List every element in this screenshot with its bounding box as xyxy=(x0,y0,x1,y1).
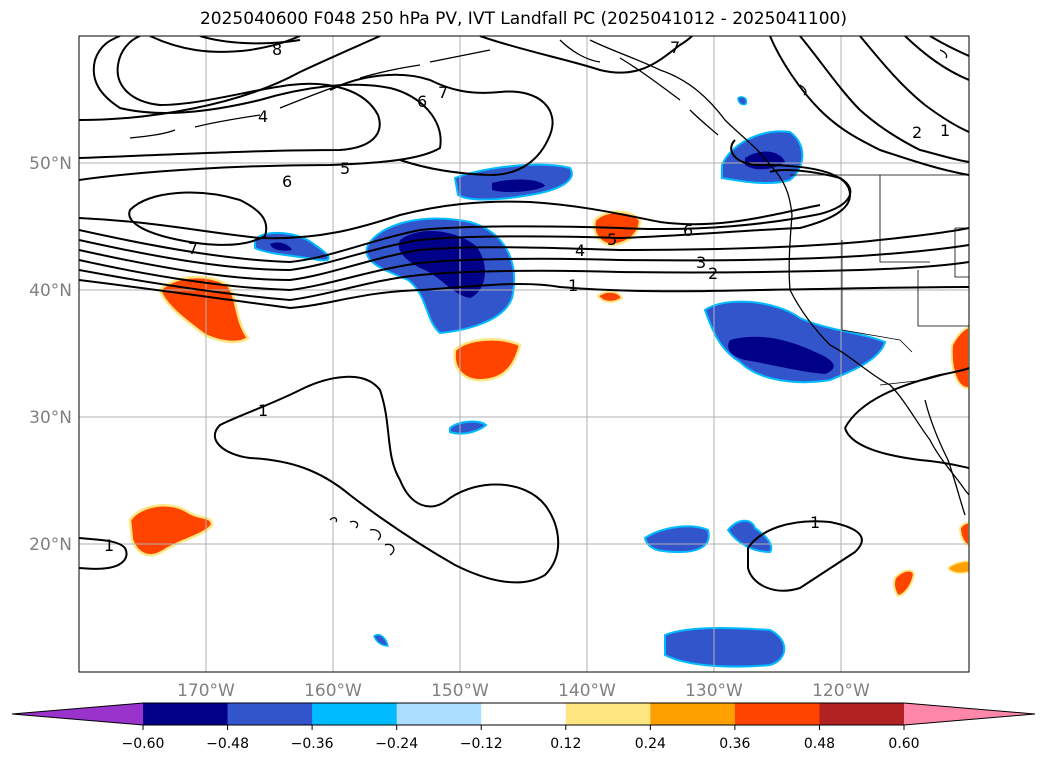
colorbar-segment xyxy=(650,703,736,725)
colorbar-segment xyxy=(227,703,313,725)
positive-anomaly-region xyxy=(453,338,522,382)
negative-anomaly-region xyxy=(643,525,710,554)
negative-anomaly-region xyxy=(737,96,748,106)
positive-anomaly-region xyxy=(893,569,916,598)
lat-label: 30°N xyxy=(29,408,72,428)
colorbar-segment xyxy=(734,703,820,725)
positive-anomaly-region xyxy=(947,560,969,574)
colorbar-segment xyxy=(819,703,905,725)
contour-label: 7 xyxy=(438,83,448,102)
hawaii-islands xyxy=(329,517,395,556)
lon-label: 120°W xyxy=(812,681,870,701)
colorbar-segment xyxy=(396,703,482,725)
colorbar-tick-label: −0.36 xyxy=(291,736,334,752)
pv-contours xyxy=(79,36,969,592)
coastlines xyxy=(129,39,969,556)
contour-label: 6 xyxy=(282,172,292,191)
contour-label: 1 xyxy=(810,513,820,532)
lat-label: 40°N xyxy=(29,281,72,301)
colorbar-segment xyxy=(143,703,229,725)
negative-anomaly-region xyxy=(664,626,786,668)
north-america-coast xyxy=(589,39,969,496)
colorbar-segment xyxy=(312,703,398,725)
contour-label: 1 xyxy=(104,536,114,555)
graticule xyxy=(79,36,969,672)
aleutian-islands xyxy=(129,49,491,139)
colorbar-tick-label: −0.24 xyxy=(375,736,418,752)
negative-anomaly-region xyxy=(703,300,887,384)
map-frame xyxy=(78,35,970,673)
contour-label: 1 xyxy=(258,401,268,420)
colorbar-segment xyxy=(481,703,567,725)
colorbar-tick-label: 0.12 xyxy=(550,736,581,752)
positive-anomaly-region xyxy=(950,326,969,390)
pv-contour-labels: 8 4 6 7 7 5 6 7 6 5 4 3 2 1 2 1 1 1 1 xyxy=(104,38,950,555)
contour-label: 4 xyxy=(575,241,585,260)
contour-label: 5 xyxy=(607,230,617,249)
colorbar-extend-min xyxy=(12,703,143,725)
contour-label: 7 xyxy=(188,239,198,258)
contour-label: 6 xyxy=(417,92,427,111)
colorbar-tick-label: 0.36 xyxy=(719,736,750,752)
colorbar-tick-label: 0.24 xyxy=(635,736,666,752)
contour-label: 1 xyxy=(568,276,578,295)
negative-anomaly-region xyxy=(453,163,573,201)
colorbar-extend-max xyxy=(904,703,1035,725)
contour-label: 5 xyxy=(340,159,350,178)
contour-label: 2 xyxy=(912,123,922,142)
colorbar-tick-label: 0.60 xyxy=(888,736,919,752)
lon-label: 130°W xyxy=(685,681,743,701)
colorbar-tick-label: −0.60 xyxy=(122,736,165,752)
contour-label: 4 xyxy=(258,107,268,126)
colorbar-segment xyxy=(565,703,651,725)
negative-anomaly-region xyxy=(373,634,389,647)
lon-label: 170°W xyxy=(177,681,235,701)
colorbar-tick-label: 0.48 xyxy=(804,736,835,752)
contour-label: 2 xyxy=(708,264,718,283)
contour-label: 7 xyxy=(670,38,680,57)
negative-anomaly-region xyxy=(254,231,330,262)
lon-label: 140°W xyxy=(558,681,616,701)
contour-label: 8 xyxy=(272,40,282,59)
colorbar-tick-label: −0.12 xyxy=(460,736,503,752)
lon-label: 160°W xyxy=(304,681,362,701)
positive-anomaly-region xyxy=(128,504,214,557)
positive-anomaly-region xyxy=(596,290,624,303)
lat-label: 20°N xyxy=(29,535,72,555)
latitude-labels: 50°N 40°N 30°N 20°N xyxy=(29,154,72,555)
negative-anomaly-region xyxy=(449,420,488,435)
lat-label: 50°N xyxy=(29,154,72,174)
contour-label: 1 xyxy=(940,121,950,140)
map-title: 2025040600 F048 250 hPa PV, IVT Landfall… xyxy=(199,9,847,29)
contour-label: 3 xyxy=(696,253,706,272)
positive-anomaly-region xyxy=(958,521,969,548)
ivt-shading xyxy=(128,96,969,668)
map-panel: 8 4 6 7 7 5 6 7 6 5 4 3 2 1 2 1 1 1 1 xyxy=(79,36,969,672)
colorbar-tick-label: −0.48 xyxy=(206,736,249,752)
colorbar: −0.60 −0.48 −0.36 −0.24 −0.12 0.12 0.24 0.36 0.4… xyxy=(11,702,1036,752)
lon-label: 150°W xyxy=(431,681,489,701)
contour-label: 6 xyxy=(683,221,693,240)
longitude-labels: 170°W 160°W 150°W 140°W 130°W 120°W xyxy=(177,681,870,701)
